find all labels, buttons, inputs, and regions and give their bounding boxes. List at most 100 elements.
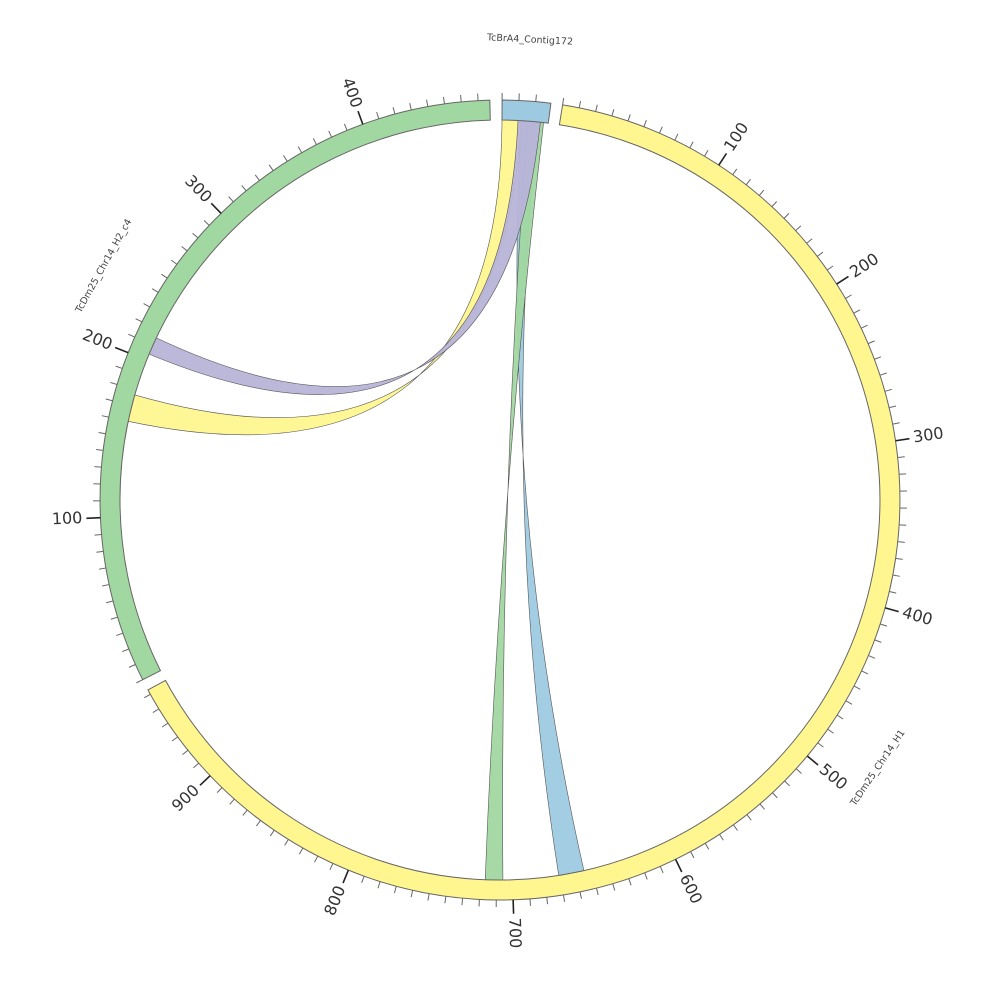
minor-tick (102, 584, 110, 587)
minor-tick (98, 432, 106, 435)
minor-tick (853, 309, 861, 314)
major-tick (836, 275, 849, 285)
minor-tick (193, 762, 200, 769)
minor-tick (853, 685, 861, 690)
minor-tick (895, 557, 903, 560)
minor-tick (806, 238, 813, 244)
minor-tick (268, 164, 274, 171)
minor-tick (122, 648, 129, 653)
minor-tick (704, 843, 710, 850)
tick-label: 400 (338, 75, 366, 110)
minor-tick (746, 814, 752, 821)
major-tick (86, 516, 101, 520)
minor-tick (376, 111, 380, 119)
minor-tick (377, 881, 381, 889)
minor-tick (880, 623, 888, 627)
minor-tick (783, 213, 790, 219)
minor-tick (845, 700, 853, 705)
minor-tick (328, 130, 333, 138)
tick-label: 300 (912, 423, 945, 446)
tick-label: 600 (676, 871, 706, 907)
minor-tick (106, 600, 114, 604)
major-tick (357, 110, 364, 125)
minor-tick (772, 792, 778, 799)
chromosome-tcdm25-chr14-h1[interactable] (147, 104, 901, 901)
minor-tick (443, 96, 445, 104)
minor-tick (889, 405, 897, 409)
minor-tick (241, 185, 247, 192)
minor-tick (784, 780, 790, 787)
minor-tick (759, 803, 765, 810)
minor-tick (627, 114, 631, 122)
minor-tick (861, 324, 868, 329)
minor-tick (816, 251, 824, 257)
minor-tick (297, 146, 303, 153)
minor-tick (182, 749, 189, 756)
minor-tick (689, 141, 694, 149)
tick-label: 700 (505, 917, 525, 948)
minor-tick (612, 883, 616, 891)
chromosome-name-label: TcDm25_Chr14_H2_c4 (73, 217, 134, 315)
minor-tick (105, 398, 113, 402)
minor-tick (115, 365, 123, 369)
minor-tick (110, 616, 118, 620)
tick-label: 200 (80, 325, 115, 354)
minor-tick (611, 109, 615, 117)
chromosome-name-label: TcBrA4_Contig172 (486, 32, 574, 48)
minor-tick (461, 898, 464, 906)
minor-tick (659, 126, 663, 134)
tick-label: 500 (816, 760, 852, 794)
major-tick (884, 607, 899, 613)
minor-tick (410, 890, 414, 898)
minor-tick (758, 189, 765, 196)
minor-tick (874, 356, 882, 360)
minor-tick (110, 381, 118, 385)
minor-tick (704, 149, 709, 157)
minor-tick (596, 888, 599, 896)
minor-tick (161, 722, 169, 728)
minor-tick (128, 664, 136, 668)
minor-tick (897, 541, 905, 543)
minor-tick (229, 798, 235, 805)
minor-tick (101, 415, 109, 418)
minor-tick (529, 898, 531, 906)
minor-tick (314, 855, 319, 863)
minor-tick (329, 863, 334, 870)
minor-tick (171, 736, 178, 742)
minor-tick (817, 742, 824, 748)
minor-tick (94, 466, 102, 468)
minor-tick (845, 294, 852, 299)
minor-tick (170, 259, 178, 265)
minor-tick (98, 567, 106, 570)
minor-tick (143, 303, 150, 308)
minor-tick (659, 866, 664, 874)
major-tick (674, 859, 683, 873)
minor-tick (836, 714, 844, 720)
minor-tick (884, 388, 892, 392)
chromosome-name-label: TcDm25_Chr14_H1 (848, 728, 908, 809)
minor-tick (216, 787, 223, 794)
major-tick (895, 437, 910, 442)
chromosome-tcbra4-contig172[interactable] (501, 99, 552, 124)
minor-tick (444, 896, 447, 904)
major-tick (210, 202, 222, 214)
minor-tick (128, 333, 135, 338)
minor-tick (151, 288, 159, 293)
ticks-layer (86, 93, 910, 914)
tick-label: 200 (846, 249, 882, 281)
minor-tick (393, 886, 397, 894)
minor-tick (269, 829, 275, 837)
minor-tick (298, 847, 304, 855)
tick-label: 300 (181, 171, 216, 206)
minor-tick (283, 155, 288, 162)
minor-tick (284, 839, 289, 846)
minor-tick (343, 123, 348, 131)
minor-tick (579, 891, 582, 899)
major-tick (342, 869, 350, 884)
minor-tick (546, 897, 549, 905)
minor-tick (719, 834, 724, 841)
minor-tick (136, 679, 143, 684)
chromosome-tcdm25-chr14-h2-c4[interactable] (99, 99, 491, 681)
minor-tick (392, 107, 396, 115)
